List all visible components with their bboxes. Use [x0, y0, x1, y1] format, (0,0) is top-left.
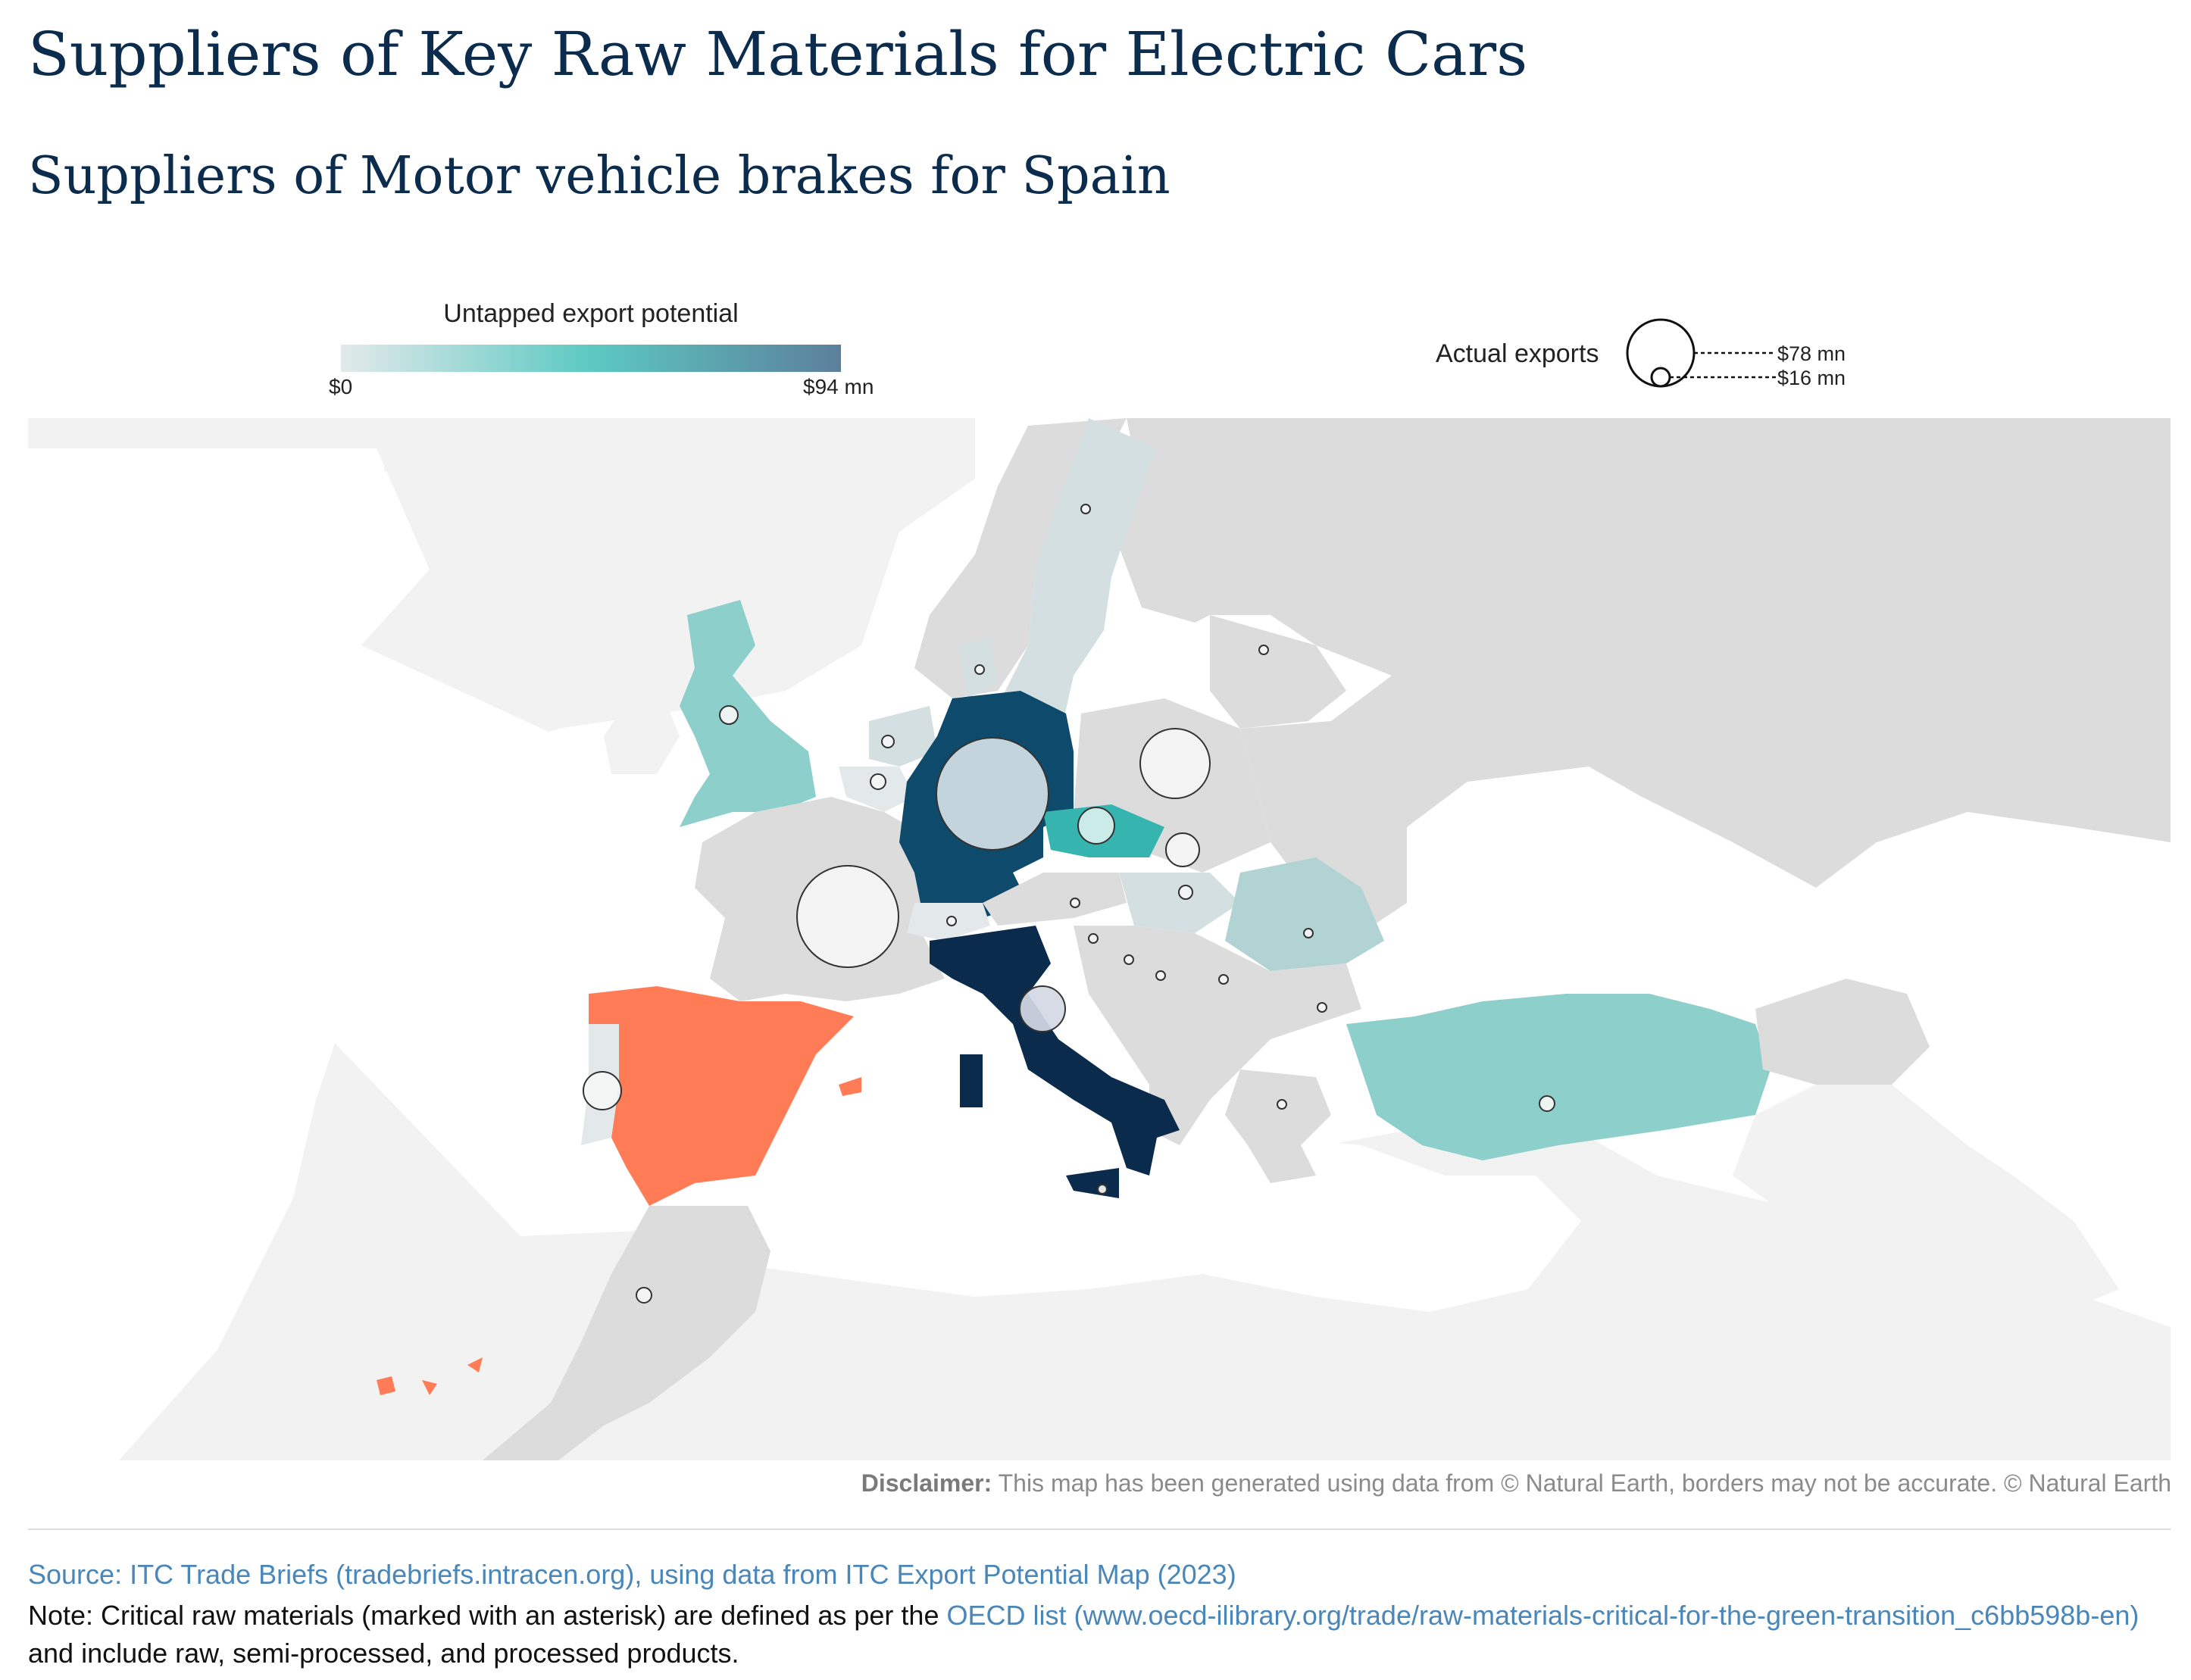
oecd-list-link[interactable]: OECD list (www.oecd-ilibrary.org/trade/r… [946, 1600, 2139, 1631]
bubble-romania[interactable] [1303, 928, 1314, 938]
bubble-austria[interactable] [1070, 898, 1080, 908]
note-prefix: Note: Critical raw materials (marked wit… [28, 1600, 947, 1631]
disclaimer-text: This map has been generated using data f… [992, 1469, 2171, 1497]
finland [1119, 426, 1248, 623]
bubble-denmark[interactable] [974, 664, 985, 675]
bubble-bulgaria[interactable] [1317, 1002, 1327, 1013]
bubble-malta[interactable] [1097, 1184, 1108, 1194]
iceland-region [384, 426, 528, 494]
size-legend-title: Actual exports [1436, 339, 1599, 368]
ocean [28, 448, 558, 1460]
greece [1225, 1070, 1331, 1183]
export-bubbles [583, 504, 1555, 1304]
bubble-france[interactable] [796, 865, 899, 968]
bubble-united-kingdom[interactable] [719, 705, 739, 725]
bubble-belgium[interactable] [870, 773, 886, 790]
united-kingdom [680, 600, 816, 827]
bubble-greece[interactable] [1277, 1099, 1287, 1110]
sweden [998, 418, 1157, 782]
bubble-italy[interactable] [1019, 985, 1066, 1032]
bubble-lithuania[interactable] [1258, 645, 1269, 655]
bubble-serbia[interactable] [1218, 974, 1229, 985]
footer-divider [28, 1529, 2171, 1530]
hungary [1119, 873, 1240, 933]
austria [983, 873, 1127, 926]
ireland [604, 698, 680, 774]
north-africa-region [28, 418, 2171, 1460]
bubble-morocco[interactable] [636, 1287, 652, 1304]
size-legend-small-label: $16 mn [1777, 367, 1846, 389]
page-subtitle: Suppliers of Motor vehicle brakes for Sp… [28, 146, 1171, 206]
caucasus [1755, 979, 1930, 1085]
bubble-turkey[interactable] [1539, 1095, 1555, 1112]
sardinia [960, 1054, 983, 1107]
supplier-map [28, 418, 2171, 1460]
bubble-portugal[interactable] [583, 1071, 622, 1110]
bubble-germany[interactable] [936, 737, 1049, 851]
bubble-slovenia[interactable] [1088, 933, 1099, 944]
bubble-croatia[interactable] [1124, 954, 1134, 965]
bubble-sweden[interactable] [1080, 504, 1091, 514]
balkans [1074, 926, 1361, 1145]
spain [589, 986, 854, 1206]
romania [1225, 857, 1384, 971]
bubble-switzerland[interactable] [946, 916, 957, 926]
color-legend-title: Untapped export potential [443, 299, 739, 328]
size-legend-circles [1626, 318, 1776, 388]
color-legend-gradient [341, 345, 841, 372]
color-legend-min: $0 [329, 375, 353, 398]
caspian-sea [1930, 873, 2013, 1183]
baltics [1210, 615, 1346, 729]
bubble-hungary[interactable] [1178, 885, 1193, 900]
balearic-islands [839, 1077, 861, 1096]
turkey [1346, 994, 1771, 1160]
disclaimer-label: Disclaimer: [861, 1469, 992, 1497]
bubble-netherlands[interactable] [881, 735, 895, 748]
bubble-slovakia[interactable] [1165, 832, 1200, 867]
italy [930, 926, 1180, 1176]
map-disclaimer: Disclaimer: This map has been generated … [861, 1469, 2171, 1497]
page-title: Suppliers of Key Raw Materials for Elect… [28, 19, 1528, 89]
color-legend-max: $94 mn [803, 375, 874, 398]
morocco [483, 1206, 770, 1460]
black-sea [1407, 782, 1816, 1009]
source-link[interactable]: Source: ITC Trade Briefs (tradebriefs.in… [28, 1559, 1236, 1590]
russia [1127, 418, 2171, 888]
bubble-czechia[interactable] [1077, 807, 1115, 845]
canary-islands [377, 1357, 483, 1395]
netherlands [869, 706, 937, 767]
middle-east [1733, 1085, 2119, 1327]
bubble-bosnia[interactable] [1155, 970, 1166, 981]
bubble-poland[interactable] [1139, 728, 1211, 799]
note-suffix: and include raw, semi-processed, and pro… [28, 1638, 739, 1669]
size-legend-large-label: $78 mn [1777, 342, 1846, 365]
footer-note: Note: Critical raw materials (marked wit… [28, 1597, 2149, 1672]
